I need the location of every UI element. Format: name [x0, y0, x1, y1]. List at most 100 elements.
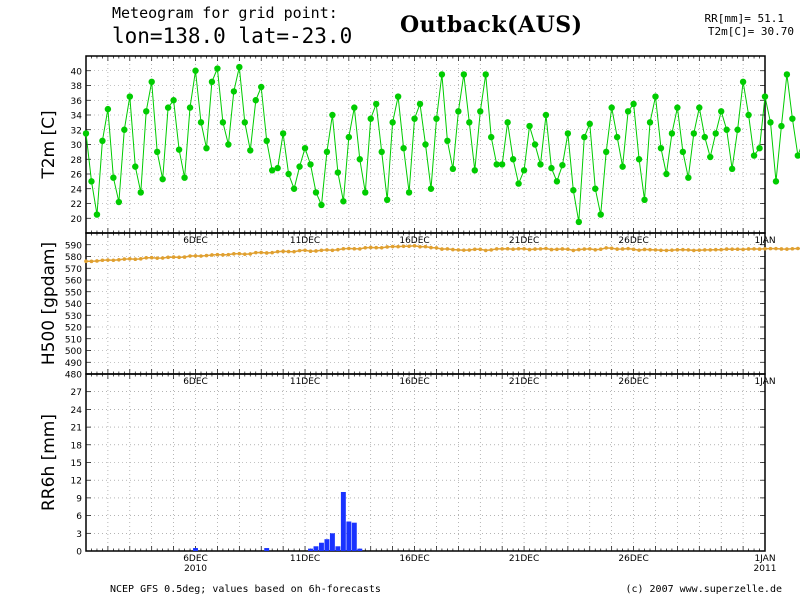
h500-point — [193, 254, 198, 258]
h500-point — [566, 247, 570, 252]
location-title: Outback(AUS) — [400, 12, 583, 38]
h500-point — [242, 252, 247, 256]
rr6h-y-tick-label: 6 — [76, 512, 82, 522]
t2m-point — [301, 144, 309, 152]
h500-point — [248, 252, 253, 256]
h500-point — [544, 246, 548, 251]
h500-point — [440, 247, 444, 251]
h500-point — [237, 251, 242, 256]
t2m-point — [362, 189, 369, 196]
h500-point — [379, 246, 384, 250]
t2m-point — [657, 144, 665, 152]
t2m-point — [482, 71, 489, 78]
t2m-point — [104, 105, 112, 113]
h500-point — [303, 248, 307, 253]
h500-point — [215, 252, 220, 257]
t2m-y-tick-label: 22 — [71, 200, 82, 210]
h500-point — [527, 247, 532, 252]
t2m-y-tick-label: 24 — [71, 185, 83, 195]
t2m-y-tick-label: 26 — [71, 171, 83, 181]
h500-y-tick-label: 550 — [65, 288, 82, 298]
h500-point — [445, 247, 450, 251]
t2m-point — [88, 178, 95, 185]
t2m-point — [739, 78, 747, 86]
header-caption: Meteogram for grid point: — [112, 4, 338, 22]
h500-point — [653, 248, 658, 252]
t2m-y-tick-label: 40 — [71, 67, 83, 77]
copyright-note: (c) 2007 www.superzelle.de — [625, 584, 782, 595]
h500-point — [774, 246, 778, 251]
t2m-point — [734, 126, 741, 133]
t2m-point — [99, 137, 106, 145]
t2m-point — [115, 198, 123, 206]
rr6h-y-tick-label: 21 — [71, 424, 82, 434]
t2m-point — [592, 185, 599, 192]
h500-point — [451, 247, 455, 252]
h500-point — [275, 249, 280, 254]
h500-point — [664, 248, 669, 253]
t2m-point — [181, 174, 188, 181]
h500-point — [264, 251, 269, 255]
t2m-point — [433, 115, 440, 122]
h500-point — [604, 246, 609, 250]
t2m-point — [624, 108, 632, 115]
h500-point — [489, 248, 494, 252]
h500-point — [494, 247, 499, 251]
h500-point — [297, 248, 302, 253]
t2m-point — [323, 148, 331, 156]
t2m-point — [225, 141, 232, 148]
h500-point — [505, 246, 510, 251]
rr6h-x-tick-label: 26DEC — [618, 554, 648, 564]
h500-point — [166, 255, 170, 260]
rr6h-bar — [340, 492, 346, 551]
t2m-point — [449, 165, 457, 173]
h500-series-line — [85, 245, 800, 263]
h500-point — [746, 247, 751, 251]
t2m-point — [783, 71, 791, 78]
h500-point — [396, 244, 400, 249]
t2m-point — [745, 111, 752, 119]
t2m-point — [723, 126, 730, 133]
t2m-point — [548, 164, 555, 172]
h500-point — [516, 246, 521, 251]
h500-y-tick-label: 560 — [65, 277, 82, 287]
t2m-point — [214, 65, 221, 72]
t2m-point — [383, 196, 391, 204]
t2m-point — [526, 122, 533, 130]
rr-total-readout: RR[mm]= 51.1 — [704, 12, 784, 25]
t2m-point — [646, 119, 654, 126]
h500-point — [533, 247, 537, 251]
t2m-point — [126, 93, 134, 100]
rr6h-bar — [308, 548, 313, 551]
h500-point — [363, 246, 368, 250]
t2m-point — [334, 169, 342, 176]
t2m-point — [373, 100, 380, 108]
h500-point — [138, 257, 143, 261]
t2m-point — [498, 161, 506, 168]
h500-point — [357, 247, 362, 251]
t2m-point — [488, 133, 495, 141]
t2m-point — [575, 218, 583, 226]
h500-y-tick-label: 570 — [65, 265, 82, 275]
t2m-point — [164, 104, 172, 111]
h500-y-tick-label: 580 — [65, 253, 82, 263]
rr6h-axis-label: RR6h [mm] — [39, 414, 59, 511]
h500-point — [730, 247, 734, 252]
t2m-y-tick-label: 30 — [71, 141, 83, 151]
t2m-point — [641, 196, 648, 204]
h500-point — [281, 249, 285, 254]
h500-point — [429, 245, 433, 250]
h500-point — [385, 245, 389, 249]
t2m-point — [159, 175, 166, 183]
rr6h-y-tick-label: 0 — [76, 548, 82, 558]
h500-point — [626, 246, 630, 251]
h500-y-tick-label: 520 — [65, 324, 82, 334]
h500-point — [598, 247, 603, 252]
t2m-point — [509, 156, 517, 163]
t2m-point — [471, 167, 478, 174]
h500-point — [692, 248, 696, 253]
h500-point — [325, 248, 329, 252]
h500-y-tick-label: 530 — [65, 312, 82, 322]
h500-point — [128, 257, 132, 261]
